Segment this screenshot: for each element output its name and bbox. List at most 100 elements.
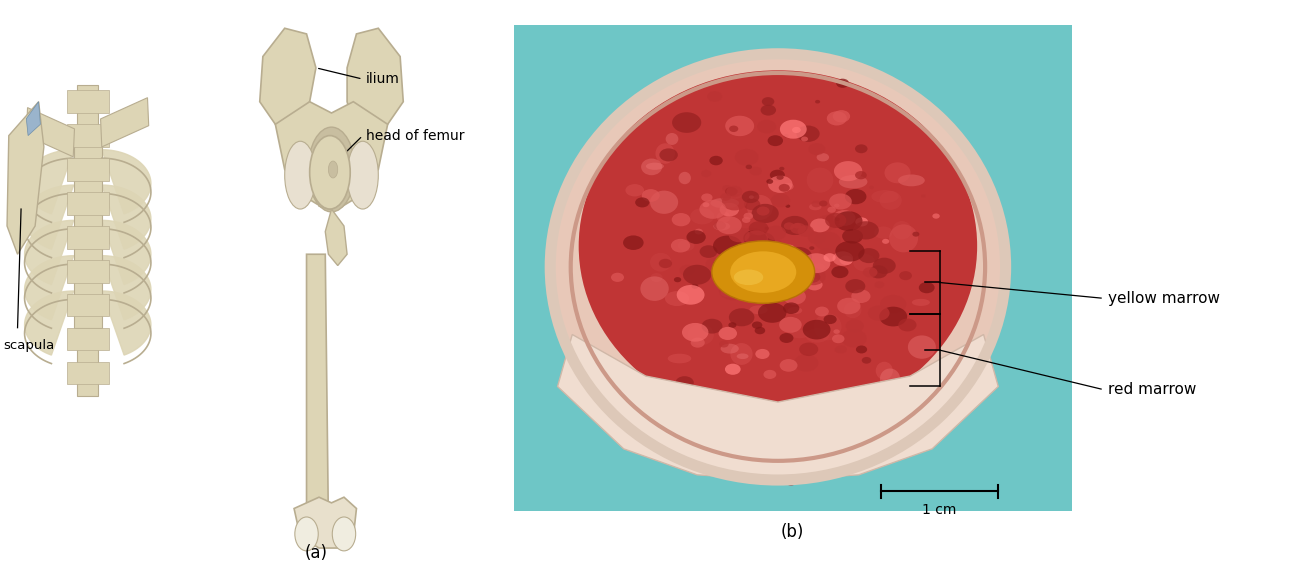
Circle shape	[710, 156, 723, 166]
Ellipse shape	[716, 212, 731, 223]
Ellipse shape	[347, 141, 378, 209]
Circle shape	[729, 308, 754, 327]
Circle shape	[702, 202, 710, 207]
Circle shape	[714, 221, 725, 230]
Circle shape	[706, 258, 723, 270]
Circle shape	[734, 149, 758, 166]
Circle shape	[764, 227, 770, 230]
Polygon shape	[101, 150, 151, 214]
Ellipse shape	[790, 329, 809, 338]
Circle shape	[780, 260, 789, 267]
Ellipse shape	[550, 54, 1006, 480]
Circle shape	[701, 193, 712, 202]
Ellipse shape	[677, 240, 694, 251]
Text: head of femur: head of femur	[365, 129, 464, 142]
Circle shape	[840, 172, 846, 176]
Circle shape	[832, 266, 849, 278]
Circle shape	[740, 227, 764, 245]
Circle shape	[771, 296, 781, 303]
Circle shape	[827, 111, 846, 125]
Circle shape	[818, 215, 839, 231]
Bar	[66, 124, 109, 147]
Circle shape	[659, 149, 677, 162]
Circle shape	[729, 228, 750, 242]
Circle shape	[724, 263, 753, 284]
Circle shape	[845, 279, 866, 293]
Ellipse shape	[741, 251, 768, 270]
Ellipse shape	[737, 354, 749, 359]
Ellipse shape	[333, 517, 356, 551]
Circle shape	[763, 256, 779, 267]
Circle shape	[870, 186, 874, 189]
Circle shape	[872, 258, 896, 274]
Ellipse shape	[749, 306, 767, 314]
Circle shape	[880, 295, 906, 314]
Circle shape	[783, 289, 806, 305]
Circle shape	[751, 256, 762, 264]
Circle shape	[790, 223, 806, 234]
Circle shape	[682, 265, 711, 285]
Circle shape	[785, 477, 797, 485]
Ellipse shape	[731, 251, 797, 293]
Circle shape	[757, 206, 770, 216]
Circle shape	[824, 315, 837, 324]
Bar	[66, 260, 109, 282]
Circle shape	[835, 218, 840, 221]
Circle shape	[842, 229, 861, 242]
Circle shape	[800, 264, 814, 274]
Circle shape	[783, 302, 800, 314]
Text: (b): (b)	[781, 523, 805, 541]
Circle shape	[784, 223, 794, 230]
Circle shape	[798, 225, 814, 237]
Ellipse shape	[646, 163, 664, 170]
Circle shape	[879, 307, 907, 327]
Ellipse shape	[816, 153, 829, 162]
Ellipse shape	[911, 299, 930, 306]
Circle shape	[728, 322, 737, 328]
Ellipse shape	[627, 396, 645, 412]
Circle shape	[770, 170, 785, 180]
Ellipse shape	[729, 193, 741, 199]
Circle shape	[835, 203, 840, 207]
Circle shape	[745, 251, 758, 259]
Circle shape	[855, 144, 867, 153]
Polygon shape	[25, 185, 74, 249]
Circle shape	[781, 216, 809, 235]
Circle shape	[719, 327, 737, 340]
Polygon shape	[101, 220, 151, 284]
Ellipse shape	[650, 273, 663, 282]
Circle shape	[309, 136, 350, 209]
Circle shape	[725, 248, 740, 258]
Polygon shape	[6, 102, 44, 254]
Circle shape	[771, 195, 784, 205]
Text: ilium: ilium	[365, 72, 399, 86]
Circle shape	[932, 214, 940, 219]
Bar	[66, 294, 109, 316]
Circle shape	[755, 349, 770, 359]
Circle shape	[794, 354, 819, 372]
Ellipse shape	[838, 175, 867, 189]
Circle shape	[588, 358, 599, 366]
Ellipse shape	[720, 344, 738, 354]
Ellipse shape	[666, 133, 679, 145]
Ellipse shape	[688, 324, 714, 345]
Ellipse shape	[710, 198, 740, 208]
Circle shape	[807, 231, 826, 244]
Circle shape	[716, 216, 742, 234]
Text: 1 cm: 1 cm	[922, 503, 957, 517]
Circle shape	[852, 289, 871, 303]
Circle shape	[763, 248, 792, 267]
Circle shape	[780, 120, 807, 138]
Circle shape	[636, 197, 649, 207]
Circle shape	[771, 194, 790, 207]
Circle shape	[815, 100, 820, 103]
Circle shape	[833, 110, 850, 123]
Ellipse shape	[731, 343, 753, 365]
Circle shape	[745, 231, 768, 247]
Polygon shape	[307, 254, 329, 537]
Polygon shape	[294, 497, 356, 548]
Circle shape	[701, 170, 711, 177]
Circle shape	[672, 213, 690, 226]
Circle shape	[749, 232, 775, 250]
Circle shape	[767, 135, 783, 146]
